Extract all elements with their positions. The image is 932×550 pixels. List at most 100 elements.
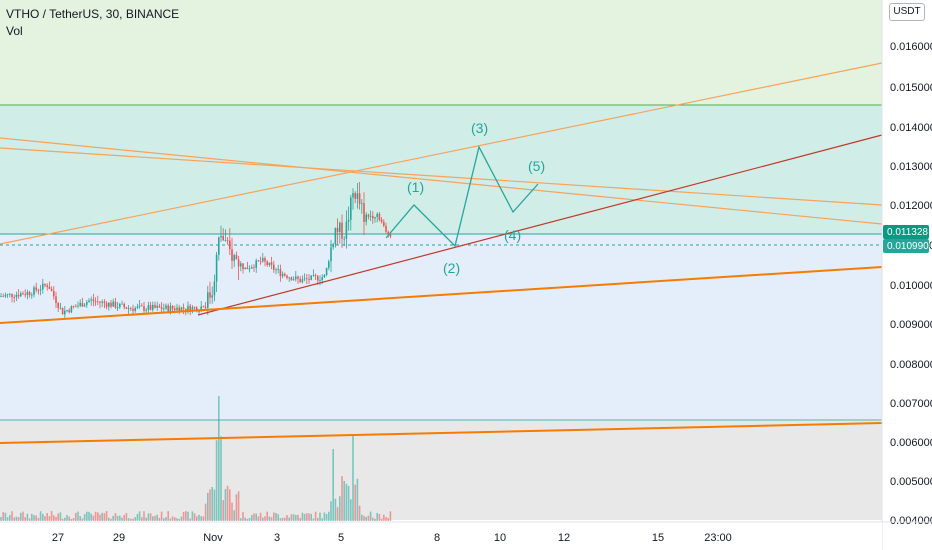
candle-body (31, 294, 33, 296)
volume-bar (174, 517, 176, 521)
candle-body (11, 293, 13, 298)
volume-bar (330, 501, 332, 521)
volume-bar (301, 512, 304, 521)
volume-bar (42, 513, 44, 521)
candle-body (121, 303, 123, 305)
candle-body (240, 263, 242, 267)
candle-body (211, 295, 213, 298)
descending-trendline-1[interactable] (0, 137, 883, 225)
candle-body (9, 293, 11, 295)
volume-bar (136, 513, 139, 521)
candle-body (158, 305, 161, 308)
grey-zone (0, 420, 882, 520)
candle-body (26, 292, 29, 295)
time-tick-label: 12 (558, 532, 570, 544)
volume-bar (361, 514, 363, 521)
time-tick-label: 3 (274, 532, 280, 544)
candle-body (308, 278, 310, 280)
candle-body (0, 296, 2, 298)
last-price-tag-text: 0.010990 (887, 241, 929, 252)
volume-bar (189, 518, 191, 521)
red-support-trendline[interactable] (197, 134, 883, 316)
price-tick-label: 0.013000 (890, 161, 932, 173)
candle-body (108, 302, 110, 307)
volume-bar (110, 518, 112, 521)
lower-orange-trendline[interactable] (0, 266, 883, 324)
candle-body (301, 279, 304, 283)
price-tick-label: 0.009000 (890, 319, 932, 331)
candle-body (178, 307, 180, 312)
price-axis[interactable] (882, 0, 932, 550)
volume-bar (284, 517, 286, 521)
volume-bar (138, 511, 141, 521)
candle-body (92, 299, 95, 302)
volume-bar (88, 511, 90, 521)
candle-body (229, 240, 231, 250)
candle-body (312, 275, 315, 276)
volume-bar (334, 498, 337, 521)
candle-body (314, 275, 317, 277)
volume-indicator-label[interactable]: Vol (6, 24, 23, 38)
volume-bar (149, 513, 152, 521)
volume-bar (33, 515, 35, 521)
volume-bar (295, 514, 297, 521)
volume-bar (156, 514, 158, 521)
volume-bar (6, 517, 9, 521)
volume-bar (61, 518, 64, 521)
candle-body (22, 293, 24, 295)
chart-legend: VTHO / TetherUS, 30, BINANCE Vol (6, 6, 179, 40)
volume-bar (50, 511, 53, 521)
candle-body (264, 257, 266, 262)
candle-body (55, 296, 57, 303)
candle-body (28, 292, 31, 296)
volume-bar (266, 511, 268, 521)
volume-bar (187, 511, 189, 521)
candle-body (154, 304, 156, 308)
wave-label-3: (3) (471, 120, 488, 136)
volume-bar (352, 436, 354, 521)
symbol-title[interactable]: VTHO / TetherUS, 30, BINANCE (6, 7, 180, 21)
volume-bar (319, 512, 321, 521)
candle-body (204, 306, 207, 308)
candle-body (352, 193, 354, 198)
candle-body (339, 222, 341, 232)
volume-bar (143, 511, 145, 521)
candle-body (363, 203, 365, 222)
volume-bar (4, 512, 7, 521)
volume-bar (222, 500, 224, 521)
volume-bar (134, 517, 136, 521)
upper-rising-trendline[interactable] (0, 62, 883, 245)
descending-trendline-2[interactable] (0, 147, 883, 206)
candle-body (72, 306, 75, 307)
volume-bar (310, 513, 312, 521)
time-axis[interactable] (0, 522, 882, 550)
candle-body (182, 307, 185, 309)
volume-bar (101, 512, 103, 521)
volume-bar (290, 514, 293, 521)
candle-body (4, 295, 7, 297)
candle-body (50, 288, 53, 292)
price-tick-label: 0.007000 (890, 398, 932, 410)
volume-bar (20, 512, 22, 521)
teal-zone (0, 105, 882, 234)
volume-bar (2, 511, 4, 521)
volume-bar (286, 515, 288, 521)
volume-bar (158, 517, 161, 521)
candle-body (57, 302, 59, 309)
volume-bar (176, 518, 178, 521)
currency-button[interactable]: USDT (889, 3, 925, 21)
candle-body (90, 299, 92, 301)
volume-bar (178, 518, 180, 521)
elliott-wave-projection[interactable] (385, 145, 539, 248)
bottom-orange-trendline[interactable] (0, 422, 883, 444)
volume-bar (325, 514, 328, 521)
volume-bar (321, 518, 323, 521)
price-axis-ticks: 0.016000 0.015000 0.014000 0.013000 0.012000… (890, 41, 932, 527)
candle-body (270, 262, 273, 265)
candle-body (33, 287, 35, 295)
volume-bar (354, 484, 356, 521)
candle-body (59, 307, 62, 309)
candle-body (88, 300, 90, 303)
wave-label-2: (2) (443, 260, 460, 276)
